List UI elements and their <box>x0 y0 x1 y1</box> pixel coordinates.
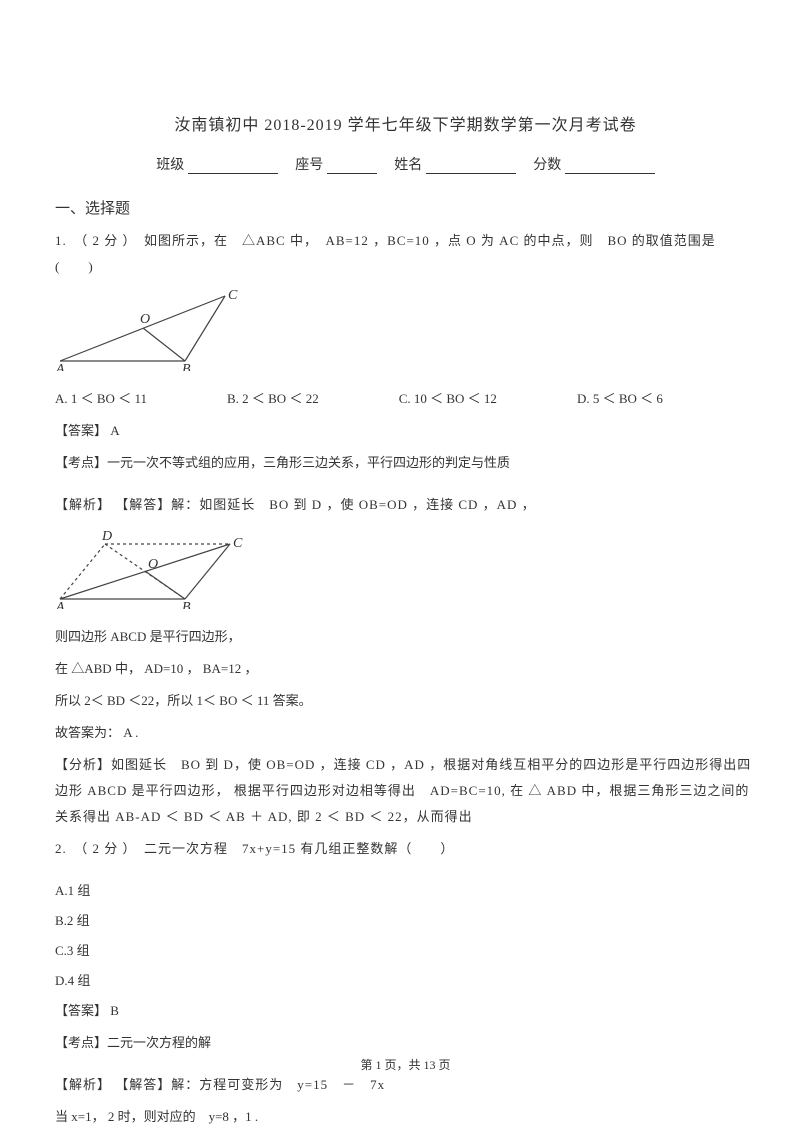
svg-text:B: B <box>182 600 191 609</box>
svg-text:A: A <box>55 362 65 371</box>
q1-diagram: A B C O <box>55 286 756 380</box>
q1-p2: 在 △ABD 中， AD=10 ， BA=12 ， <box>55 656 756 682</box>
svg-text:C: C <box>233 536 243 551</box>
q1-opt-b: B. 2 ＜ BO ＜ 22 <box>227 386 319 412</box>
q1-opt-a: A. 1 ＜ BO ＜ 11 <box>55 386 147 412</box>
q2-opt-d: D.4 组 <box>55 968 756 994</box>
svg-text:A: A <box>55 600 65 609</box>
svg-text:O: O <box>140 312 150 327</box>
seat-label: 座号 <box>295 158 323 173</box>
q2-opt-c: C.3 组 <box>55 938 756 964</box>
q1-options: A. 1 ＜ BO ＜ 11 B. 2 ＜ BO ＜ 22 C. 10 ＜ BO… <box>55 386 756 412</box>
q1-fenxi: 【分析】如图延长 BO 到 D，使 OB=OD ，连接 CD ，AD ，根据对角… <box>55 752 756 830</box>
page-title: 汝南镇初中 2018-2019 学年七年级下学期数学第一次月考试卷 <box>55 110 756 142</box>
name-label: 姓名 <box>394 158 422 173</box>
q1-kaodian: 【考点】一元一次不等式组的应用，三角形三边关系，平行四边形的判定与性质 <box>55 450 756 476</box>
name-blank[interactable] <box>426 158 516 174</box>
q2-opt-a: A.1 组 <box>55 878 756 904</box>
q2-opt-b: B.2 组 <box>55 908 756 934</box>
q1-p4: 故答案为： A . <box>55 720 756 746</box>
q1-p1: 则四边形 ABCD 是平行四边形， <box>55 624 756 650</box>
q1-answer: 【答案】 A <box>55 418 756 444</box>
seat-blank[interactable] <box>327 158 377 174</box>
q2-answer: 【答案】 B <box>55 998 756 1024</box>
score-label: 分数 <box>533 158 561 173</box>
svg-text:D: D <box>101 529 112 544</box>
svg-text:C: C <box>228 288 238 303</box>
class-label: 班级 <box>156 158 184 173</box>
q2-p1: 当 x=1， 2 时，则对应的 y=8 ，1 . <box>55 1104 756 1130</box>
q1-jiexi-head: 【解析】 【解答】解：如图延长 BO 到 D ，使 OB=OD ，连接 CD ，… <box>55 492 756 518</box>
svg-text:B: B <box>182 362 191 371</box>
q1-text: 1. （ 2 分 ） 如图所示，在 △ABC 中， AB=12 ，BC=10 ，… <box>55 228 756 280</box>
q1-opt-c: C. 10 ＜ BO ＜ 12 <box>399 386 497 412</box>
page-footer: 第 1 页，共 13 页 <box>0 1053 811 1077</box>
score-blank[interactable] <box>565 158 655 174</box>
q1-opt-d: D. 5 ＜ BO ＜ 6 <box>577 386 663 412</box>
form-header: 班级 座号 姓名 分数 <box>55 152 756 180</box>
svg-text:O: O <box>148 557 158 572</box>
section-1-title: 一、选择题 <box>55 194 756 224</box>
q1-diagram-2: A B C D O <box>55 524 756 618</box>
class-blank[interactable] <box>188 158 278 174</box>
q2-text: 2. （ 2 分 ） 二元一次方程 7x+y=15 有几组正整数解（ ） <box>55 836 756 862</box>
q1-p3: 所以 2＜ BD ＜22，所以 1＜ BO ＜ 11 答案。 <box>55 688 756 714</box>
